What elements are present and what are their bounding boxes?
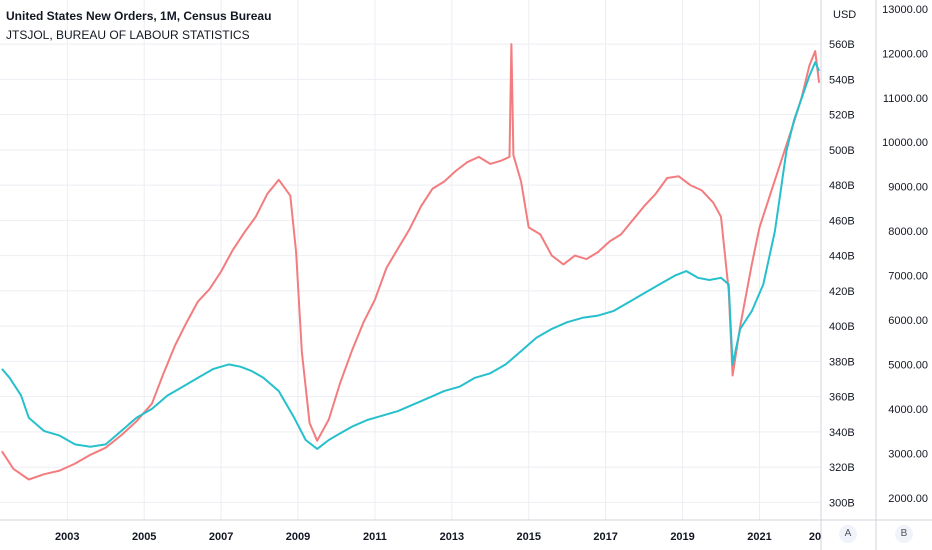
legend-series-jolts[interactable]: JTSJOL, BUREAU OF LABOUR STATISTICS [6, 28, 250, 42]
right-tick-label: 6000.00 [888, 315, 928, 327]
left-tick-label: 360B [829, 392, 855, 404]
left-tick-label: 300B [829, 497, 855, 509]
right-tick-label: 10000.00 [882, 137, 928, 149]
right-axis-panel[interactable] [876, 0, 932, 520]
time-tick-label: 2015 [517, 531, 541, 543]
time-axis-ticks: 2003 2005 2007 2009 2011 2013 2015 2017 2019 2021… [55, 531, 821, 543]
time-tick-label: 2013 [440, 531, 464, 543]
left-tick-label: 420B [829, 286, 855, 298]
left-tick-label: 400B [829, 321, 855, 333]
time-tick-label: 2003 [55, 531, 79, 543]
right-tick-label: 3000.00 [888, 448, 928, 460]
right-tick-label: 9000.00 [888, 182, 928, 194]
time-tick-label: 2017 [593, 531, 617, 543]
series-layer [2, 44, 819, 479]
axis-b-button[interactable]: B [895, 525, 913, 543]
left-axis-unit: USD [833, 9, 856, 21]
time-tick-label: 2021 [747, 531, 771, 543]
left-tick-label: 500B [829, 145, 855, 157]
right-tick-label: 8000.00 [888, 226, 928, 238]
legend-series-orders[interactable]: United States New Orders, 1M, Census Bur… [6, 9, 271, 23]
time-tick-label: 2011 [363, 531, 387, 543]
left-tick-label: 560B [829, 39, 855, 51]
left-tick-label: 340B [829, 427, 855, 439]
left-tick-label: 540B [829, 74, 855, 86]
right-tick-label: 11000.00 [883, 93, 928, 105]
series-line-new-orders [2, 44, 819, 479]
right-tick-label: 7000.00 [888, 271, 928, 283]
right-tick-label: 12000.00 [882, 48, 928, 60]
left-tick-label: 320B [829, 462, 855, 474]
left-tick-label: 460B [829, 215, 855, 227]
time-tick-label: 2019 [670, 531, 694, 543]
right-tick-label: 5000.00 [888, 359, 928, 371]
axis-a-button[interactable]: A [839, 525, 857, 543]
right-tick-label: 13000.00 [882, 4, 928, 16]
time-tick-label: 2007 [209, 531, 233, 543]
left-tick-label: 520B [829, 110, 855, 122]
time-tick-label: 2009 [286, 531, 310, 543]
grid-lines [0, 0, 821, 520]
left-tick-label: 440B [829, 251, 855, 263]
right-tick-label: 2000.00 [888, 493, 928, 505]
right-tick-label: 4000.00 [888, 404, 928, 416]
time-tick-label: 20 [809, 531, 821, 543]
time-tick-label: 2005 [132, 531, 156, 543]
left-tick-label: 480B [829, 180, 855, 192]
left-tick-label: 380B [829, 356, 855, 368]
